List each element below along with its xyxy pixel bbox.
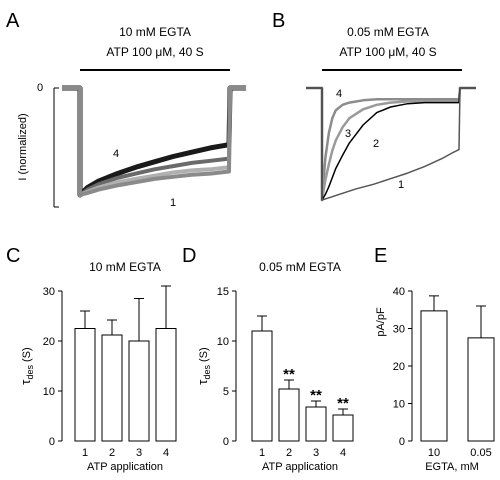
panel-c-category-label-4: 4: [163, 447, 169, 459]
panel-e-ytick-label: 40: [393, 286, 405, 298]
panel-d-significance-4: **: [337, 395, 349, 412]
trace-label-a-4: 1: [170, 197, 176, 209]
panel-e-bar-2: [467, 337, 495, 442]
panel-c-bar-1: [74, 328, 96, 442]
panel-e-bar-1: [420, 310, 448, 442]
panel-b-condition: 0.05 mM EGTA: [347, 25, 429, 39]
trace-label-b-1: 4: [336, 88, 342, 100]
panel-d-ytick-label: 5: [223, 386, 229, 398]
panel-c-ytick-label: 10: [43, 386, 55, 398]
panel-c-bar-4: [155, 328, 177, 442]
panel-d-title: 0.05 mM EGTA: [259, 260, 341, 274]
trace-b-1: [306, 86, 476, 202]
panel-label-c: C: [6, 245, 20, 267]
panel-c-ytick-label: 0: [49, 436, 55, 448]
panel-e-ytick-label: 20: [393, 361, 405, 373]
panel-d-bar-2: [278, 388, 300, 442]
panel-a-condition: 10 mM EGTA: [119, 25, 191, 39]
panel-d-category-label-3: 3: [313, 447, 319, 459]
panel-e-ylabel: pA/pF: [375, 307, 387, 337]
panel-label-b: B: [272, 10, 285, 32]
panel-d-ytick-label: 0: [223, 436, 229, 448]
trace-label-b-2: 3: [345, 128, 351, 140]
panel-d-bar-3: [305, 406, 327, 442]
trace-b-2: [306, 86, 476, 202]
panel-d-xlabel: ATP application: [262, 461, 338, 473]
trace-label-a-1: 4: [113, 148, 119, 160]
panel-a-ytick-zero: 0: [37, 82, 43, 94]
trace-label-b-4: 1: [398, 179, 404, 191]
panel-label-a: A: [6, 10, 20, 32]
panel-c-bar-2: [101, 334, 123, 442]
panel-label-d: D: [182, 245, 196, 267]
panel-d-significance-3: **: [310, 387, 322, 404]
trace-b-4: [306, 87, 476, 201]
panel-e-ytick-label: 0: [399, 436, 405, 448]
panel-b-trace-labels: 4 3 2 1: [336, 88, 404, 191]
panel-d-chart: 0 5 10 15 1 2 ** 3 ** 4 ** 0.05 mM EGTA ATP applicat…: [195, 260, 354, 473]
panel-d-category-label-1: 1: [259, 447, 265, 459]
panel-c-chart: 0 10 20 30 1 2 3 4 10 mM EGTA ATP application τdes…: [18, 260, 177, 473]
panel-d-ytick-label: 15: [217, 286, 229, 298]
panel-d-ylabel: τdes (S): [195, 347, 212, 384]
panel-c-title: 10 mM EGTA: [89, 260, 161, 274]
panel-d-category-label-4: 4: [340, 447, 346, 459]
panel-c-category-label-2: 2: [109, 447, 115, 459]
panel-a-ylabel: I (normalized): [17, 113, 29, 180]
panel-c-ytick-label: 20: [43, 336, 55, 348]
panel-b-traces: [306, 86, 476, 202]
panel-d-ytick-label: 10: [217, 336, 229, 348]
panel-d-bar-1: [251, 330, 273, 442]
panel-b-stimulus: ATP 100 μM, 40 S: [339, 45, 436, 59]
panel-e-chart: 0 10 20 30 40 10 0.05 EGTA, mM pA/pF: [375, 286, 495, 473]
panel-c-xlabel: ATP application: [87, 461, 163, 473]
panel-d-category-label-2: 2: [286, 447, 292, 459]
panel-e-category-label-2: 0.05: [470, 447, 491, 459]
panel-e-ytick-label: 30: [393, 324, 405, 336]
panel-c-category-label-1: 1: [82, 447, 88, 459]
panel-a-traces: [62, 85, 246, 198]
panel-d-significance-2: **: [283, 366, 295, 383]
panel-e-category-label-1: 10: [428, 447, 440, 459]
panel-e-ytick-label: 10: [393, 399, 405, 411]
panel-c-ytick-label: 30: [43, 286, 55, 298]
panel-e-xlabel: EGTA, mM: [425, 461, 479, 473]
panel-a-stimulus: ATP 100 μM, 40 S: [106, 45, 203, 59]
trace-b-3: [306, 87, 476, 201]
panel-c-ylabel: τdes (S): [18, 347, 35, 384]
trace-label-b-3: 2: [373, 138, 379, 150]
panel-label-e: E: [374, 245, 387, 267]
panel-c-bar-3: [128, 340, 150, 442]
panel-a-trace-labels: 41: [113, 148, 176, 209]
trace-a-4: [62, 86, 246, 197]
panel-c-category-label-3: 3: [136, 447, 142, 459]
panel-d-bar-4: [332, 414, 354, 442]
